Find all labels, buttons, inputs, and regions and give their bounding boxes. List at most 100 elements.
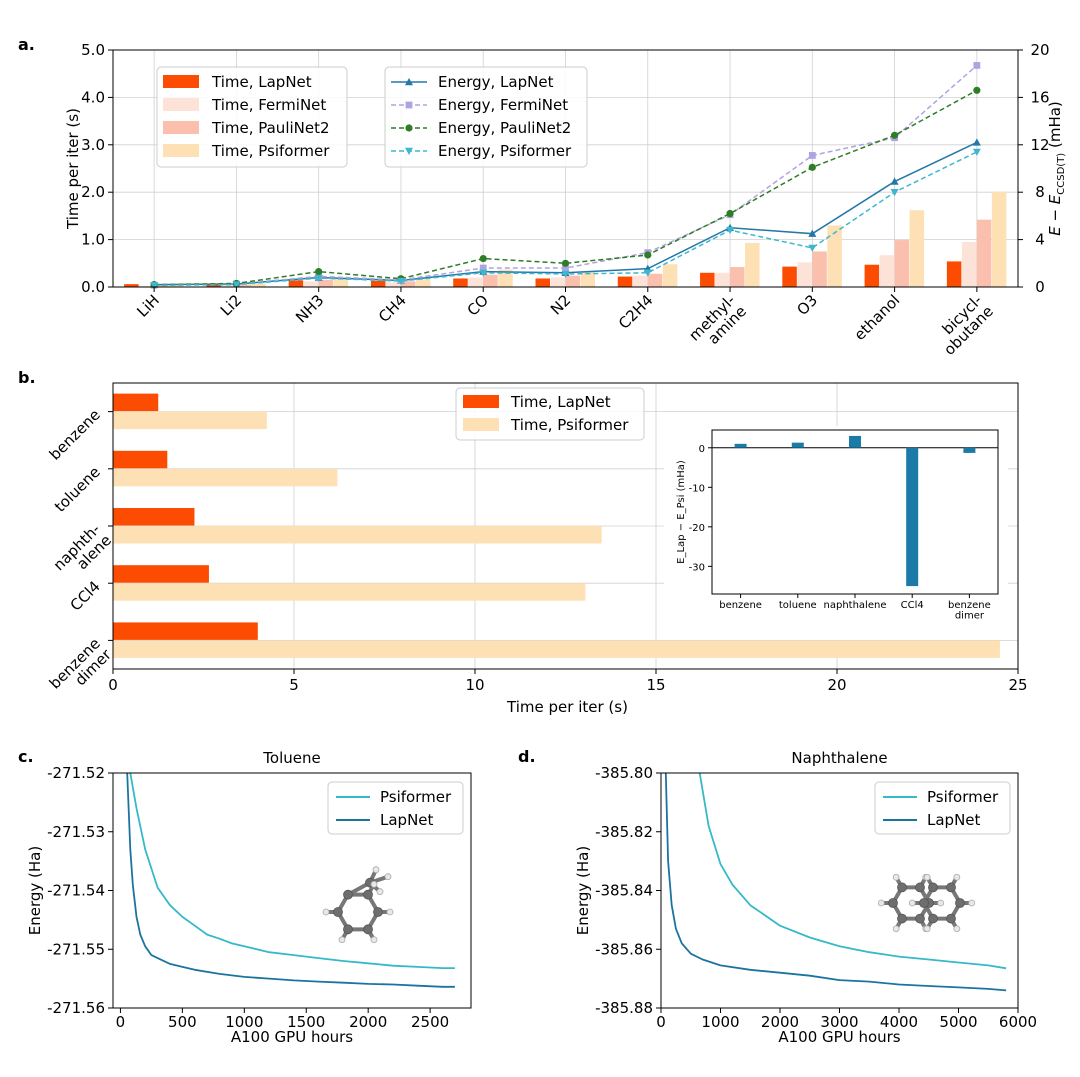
y-axis-label: Energy (Ha) — [574, 846, 592, 935]
energy-point — [726, 226, 735, 235]
hydrogen-atom — [376, 888, 384, 896]
x-tick-label: Li2 — [217, 291, 245, 319]
carbon-atom — [946, 882, 956, 893]
legend-label: LapNet — [380, 811, 434, 829]
carbon-atom — [373, 907, 383, 917]
legend-label: Time, LapNet — [510, 393, 611, 411]
energy-point — [808, 244, 817, 252]
bar — [961, 241, 977, 287]
inset-x-tick-label: benzene dimer — [948, 600, 991, 622]
y-tick-label: 5.0 — [81, 41, 105, 59]
hydrogen-atom — [923, 925, 931, 933]
y2-axis-label: E − ECCSD(T) (mHa) — [1046, 101, 1067, 236]
y-tick-label: -385.82 — [595, 823, 653, 841]
carbon-atom — [343, 924, 353, 935]
bar — [550, 277, 565, 287]
carbon-atom — [363, 924, 373, 935]
y2-label-sub: CCSD(T) — [1056, 153, 1067, 195]
legend-box — [455, 387, 645, 441]
legend-label: Time, Psiformer — [211, 142, 330, 160]
x-axis-label: A100 GPU hours — [778, 1028, 900, 1046]
x-tick-label: 1000 — [701, 1013, 739, 1031]
legend-label: Energy, LapNet — [438, 73, 554, 91]
bar — [221, 285, 236, 287]
carbon-atom — [888, 898, 898, 908]
inset-x-tick-label: naphthalene — [824, 600, 887, 611]
hydrogen-atom — [908, 899, 916, 907]
bar — [318, 279, 334, 287]
x-tick-label: 0 — [108, 676, 118, 694]
hydrogen-atom — [372, 866, 380, 874]
legend-label: Time, LapNet — [211, 73, 312, 91]
legend-swatch — [463, 395, 499, 408]
energy-point — [890, 131, 899, 139]
toluene-molecule-icon — [322, 866, 394, 944]
hydrogen-atom — [338, 936, 346, 944]
bar — [236, 284, 251, 287]
energy-point — [890, 177, 899, 185]
y2-label-unit: (mHa) — [1046, 101, 1064, 153]
bar — [113, 526, 602, 544]
bar — [169, 285, 184, 287]
hydrogen-atom — [953, 873, 961, 881]
legend-marker — [405, 101, 413, 109]
hydrogen-atom — [370, 936, 378, 944]
y-tick-label: -271.55 — [47, 940, 105, 958]
y2-tick-label: 4 — [1035, 231, 1045, 249]
panel-c-chart: 0 500 1000 1500 2000 2500 -271.52 -271.53 -271.5… — [26, 749, 472, 1046]
carbon-atom — [946, 913, 956, 924]
hydrogen-atom — [892, 873, 900, 881]
energy-point — [396, 277, 405, 286]
panel-a-chart: 0.0 1.0 2.0 3.0 4.0 5.0 0 4 8 12 16 20 LiH Li2 NH3 CH4 C… — [64, 41, 1067, 359]
panel-a-label: a. — [18, 35, 35, 54]
bar — [617, 276, 633, 287]
naphthalene-molecule-icon — [877, 873, 976, 933]
series-line — [698, 773, 1007, 970]
x-tick-label: CO — [464, 291, 492, 319]
x-tick-label: 5 — [289, 676, 299, 694]
bar — [647, 273, 663, 287]
legend-swatch — [163, 75, 199, 88]
bar — [730, 267, 745, 287]
legend-marker — [405, 78, 413, 86]
carbon-atom — [897, 913, 907, 924]
legend-label: Time, FermiNet — [211, 96, 326, 114]
hydrogen-atom — [877, 899, 885, 907]
y-tick-label: 4.0 — [81, 88, 105, 106]
energy-point — [150, 282, 159, 290]
energy-point — [726, 209, 734, 218]
x-tick-label: methyl-amine — [685, 291, 750, 356]
energy-point — [561, 270, 570, 278]
x-tick-label: 20 — [827, 676, 846, 694]
bar — [812, 251, 827, 287]
bar — [333, 277, 349, 287]
bar — [370, 280, 386, 287]
legend-label: LapNet — [927, 811, 981, 829]
x-axis-label: Time per iter (s) — [506, 698, 628, 716]
carbon-atom — [915, 882, 925, 893]
y-tick-label: benzenedimer — [46, 634, 116, 704]
legend-label: Time, Psiformer — [510, 416, 629, 434]
bar — [113, 468, 338, 487]
carbon-atom — [919, 898, 929, 908]
energy-point — [232, 281, 241, 289]
carbon-atom — [343, 889, 353, 900]
bar — [288, 280, 304, 287]
series-line — [664, 773, 1007, 992]
inset-bar — [906, 447, 919, 587]
energy-point — [479, 264, 487, 272]
bar — [415, 279, 431, 287]
bar — [745, 242, 760, 287]
carbon-atom — [363, 889, 373, 900]
x-tick-label: 1000 — [225, 1013, 263, 1031]
y-axis-label: Time per iter (s) — [64, 108, 82, 230]
hydrogen-atom — [370, 880, 378, 888]
y-tick-label: -385.80 — [595, 764, 653, 782]
x-tick-label: 6000 — [999, 1013, 1037, 1031]
inset-x-tick-label: CCl4 — [901, 600, 924, 611]
legend-label: Psiformer — [927, 788, 999, 806]
inset-x-tick-label: toluene — [779, 600, 817, 611]
y2-tick-label: 0 — [1035, 278, 1045, 296]
energy-point — [315, 267, 323, 276]
inset-x-tick-label: benzene — [719, 600, 762, 611]
